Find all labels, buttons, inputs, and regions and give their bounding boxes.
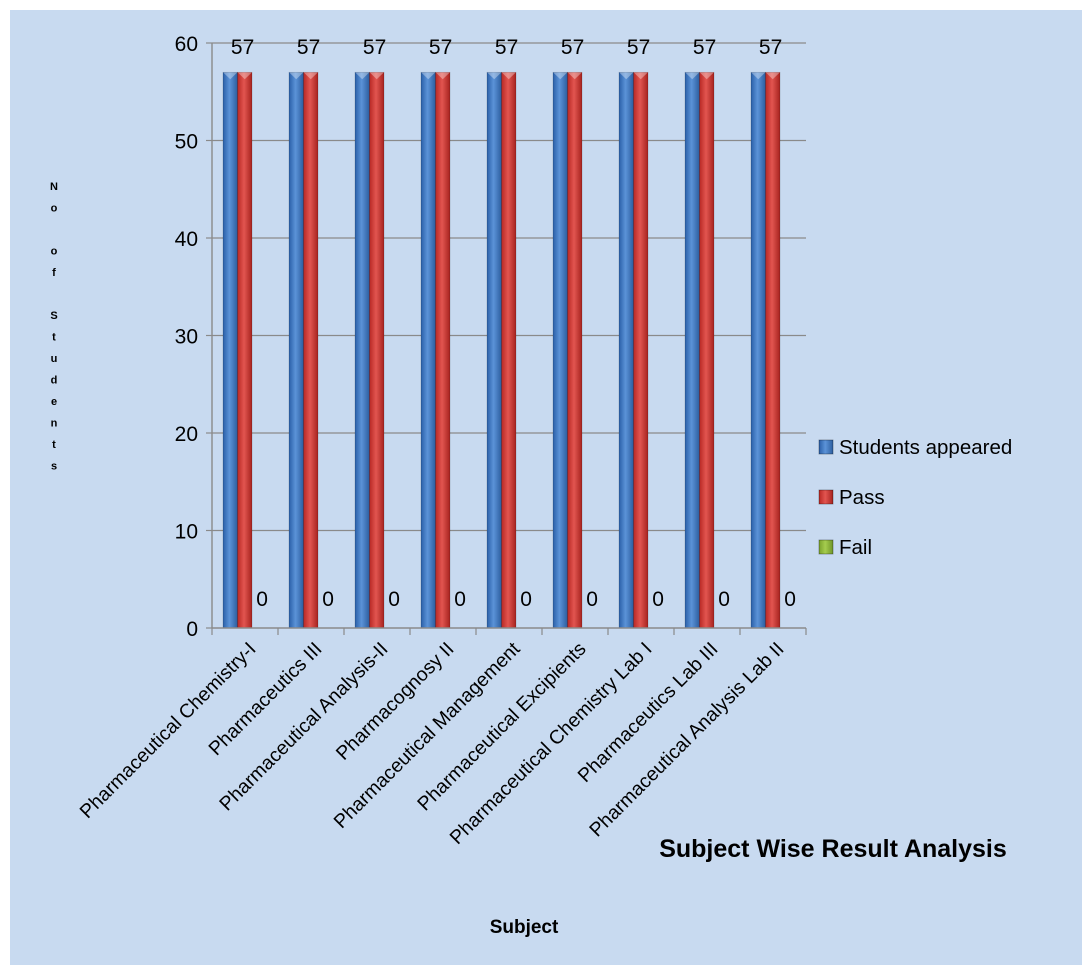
y-axis-title-letter: s	[51, 461, 57, 473]
bar-series-1	[369, 71, 385, 629]
legend-label: Students appeared	[839, 436, 1012, 459]
y-axis-title-letter: n	[51, 418, 58, 430]
legend-swatch	[818, 539, 834, 555]
bar-series-0	[420, 71, 436, 629]
bar-bevel	[303, 72, 318, 80]
data-label-fail: 0	[586, 588, 598, 611]
y-axis-title-letter: t	[52, 439, 56, 451]
bar-bevel	[355, 72, 370, 80]
data-label-appeared: 57	[561, 36, 584, 59]
y-axis-title-letter: u	[51, 353, 58, 365]
bar-series-1	[501, 71, 517, 629]
bar-bevel	[699, 72, 714, 80]
bar-bevel	[765, 72, 780, 80]
y-tick-label: 10	[175, 521, 198, 544]
bar-bevel	[435, 72, 450, 80]
bar-bevel	[685, 72, 700, 80]
y-tick-label: 60	[175, 33, 198, 56]
data-label-appeared: 57	[693, 36, 716, 59]
y-tick-label: 30	[175, 326, 198, 349]
data-label-fail: 0	[256, 588, 268, 611]
bar-bevel	[237, 72, 252, 80]
y-axis-title-letter: f	[52, 267, 56, 279]
y-axis-title-letter: o	[51, 203, 58, 215]
bar-series-1	[237, 71, 253, 629]
chart-background	[10, 10, 1082, 965]
bar-series-1	[567, 71, 583, 629]
bar-bevel	[619, 72, 634, 80]
y-tick-label: 20	[175, 423, 198, 446]
bar-series-1	[765, 71, 781, 629]
bar-bevel	[487, 72, 502, 80]
bar-bevel	[751, 72, 766, 80]
data-label-fail: 0	[652, 588, 664, 611]
data-label-fail: 0	[388, 588, 400, 611]
data-label-appeared: 57	[363, 36, 386, 59]
x-axis-title: Subject	[490, 917, 559, 938]
legend-label: Pass	[839, 486, 885, 509]
data-label-appeared: 57	[495, 36, 518, 59]
bar-series-1	[303, 71, 319, 629]
y-axis-title-letter: o	[51, 246, 58, 258]
data-label-fail: 0	[520, 588, 532, 611]
y-tick-label: 50	[175, 131, 198, 154]
y-tick-label: 0	[186, 618, 198, 641]
bar-bevel	[369, 72, 384, 80]
bar-series-1	[699, 71, 715, 629]
y-tick-label: 40	[175, 228, 198, 251]
bar-series-1	[435, 71, 451, 629]
bar-series-1	[633, 71, 649, 629]
data-label-appeared: 57	[759, 36, 782, 59]
data-label-appeared: 57	[231, 36, 254, 59]
y-axis-title-letter: t	[52, 332, 56, 344]
bar-bevel	[501, 72, 516, 80]
legend-swatch	[818, 489, 834, 505]
data-labels: 57 0 57 0 57 0 57 0 57 0 57 0 57 0 57 0 57 0	[231, 36, 796, 611]
y-axis-title-letter: S	[50, 310, 57, 322]
data-label-fail: 0	[784, 588, 796, 611]
bar-bevel	[289, 72, 304, 80]
bar-series-0	[552, 71, 568, 629]
bar-bevel	[223, 72, 238, 80]
data-label-fail: 0	[718, 588, 730, 611]
bar-series-0	[288, 71, 304, 629]
bar-bevel	[567, 72, 582, 80]
data-label-fail: 0	[322, 588, 334, 611]
legend: Students appeared Pass Fail	[818, 436, 1012, 559]
data-label-appeared: 57	[297, 36, 320, 59]
legend-swatch	[818, 439, 834, 455]
legend-label: Fail	[839, 536, 872, 559]
data-label-fail: 0	[454, 588, 466, 611]
bar-bevel	[633, 72, 648, 80]
data-label-appeared: 57	[627, 36, 650, 59]
bar-bevel	[421, 72, 436, 80]
y-axis-title-letter: N	[50, 181, 58, 193]
y-axis-title-letter: d	[51, 375, 58, 387]
bars	[222, 71, 781, 629]
bar-series-0	[750, 71, 766, 629]
bar-series-0	[618, 71, 634, 629]
bar-series-0	[684, 71, 700, 629]
chart-title: Subject Wise Result Analysis	[659, 835, 1007, 863]
bar-series-0	[222, 71, 238, 629]
bar-series-0	[486, 71, 502, 629]
data-label-appeared: 57	[429, 36, 452, 59]
bar-series-0	[354, 71, 370, 629]
bar-bevel	[553, 72, 568, 80]
y-axis-title-letter: e	[51, 396, 57, 408]
